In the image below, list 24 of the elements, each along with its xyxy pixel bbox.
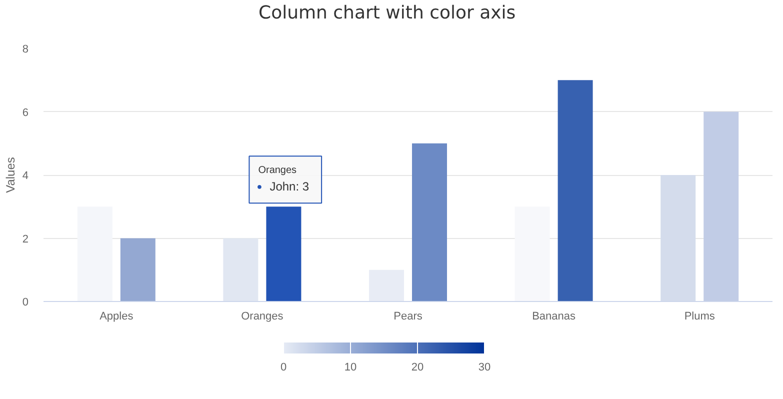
y-tick-label: 8 <box>22 44 29 56</box>
bar <box>369 270 404 302</box>
bar <box>266 206 302 302</box>
bar <box>120 238 156 302</box>
chart-title: Column chart with color axis <box>258 2 516 24</box>
color-bar-label: 30 <box>478 362 491 374</box>
x-tick-label: Oranges <box>241 310 284 322</box>
x-tick-label: Plums <box>684 310 716 322</box>
y-tick-label: 4 <box>22 170 29 182</box>
x-tick-label: Pears <box>394 310 423 322</box>
y-tick-label: 6 <box>22 106 29 119</box>
x-tick-label: Apples <box>100 310 134 322</box>
y-tick-label: 2 <box>22 233 29 246</box>
bar <box>77 206 112 302</box>
x-tick-label: Bananas <box>532 310 576 322</box>
category-label: Oranges <box>258 165 297 176</box>
color-bar-label: 10 <box>344 362 357 374</box>
color-bar-label: 0 <box>280 362 287 374</box>
bar <box>558 80 593 302</box>
y-axis-title: Values <box>3 157 18 193</box>
data-label: ● John: 3 <box>256 180 310 194</box>
y-tick-label: 0 <box>22 296 29 308</box>
bar <box>412 143 447 302</box>
color-bar-label: 20 <box>411 362 424 374</box>
